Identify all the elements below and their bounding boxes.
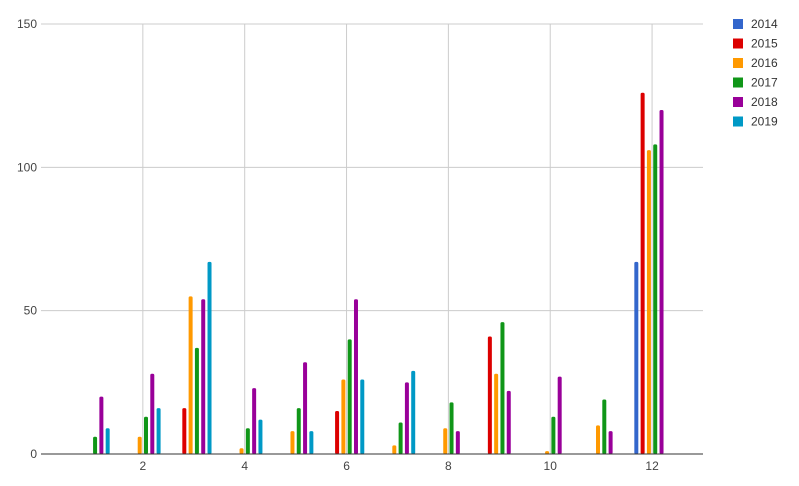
bars (93, 92, 664, 455)
bar-2016-7 (392, 445, 397, 454)
bar-2018-9 (506, 390, 511, 454)
x-tick-label: 4 (241, 459, 248, 473)
bar-2017-7 (398, 422, 403, 454)
legend-label-2017: 2017 (751, 76, 778, 90)
bar-2015-12 (640, 92, 645, 455)
bar-2017-8 (449, 402, 454, 454)
x-tick-label: 12 (645, 459, 659, 473)
bar-2017-6 (347, 339, 352, 454)
bar-2017-4 (245, 428, 250, 454)
bar-2018-4 (252, 388, 257, 454)
bar-2017-2 (143, 416, 148, 454)
bar-2016-12 (646, 150, 651, 454)
bar-2016-2 (137, 436, 142, 454)
bar-2017-1 (93, 436, 98, 454)
x-axis-tick-labels: 2 4 6 8 10 12 (140, 459, 660, 473)
bar-2019-7 (411, 370, 416, 454)
legend-label-2018: 2018 (751, 95, 778, 109)
bar-2017-9 (500, 322, 505, 454)
legend-label-2015: 2015 (751, 37, 778, 51)
bar-2019-1 (105, 428, 110, 454)
bar-2018-2 (150, 373, 155, 454)
bar-2018-12 (659, 110, 664, 454)
gridlines (41, 23, 703, 454)
bar-2015-9 (487, 336, 492, 454)
bar-2016-3 (188, 296, 193, 454)
bar-2016-11 (596, 425, 601, 454)
bar-2015-6 (335, 411, 340, 454)
legend-swatch-2015 (733, 38, 743, 49)
bar-2018-8 (455, 431, 460, 454)
bar-2019-2 (156, 408, 161, 454)
legend-swatch-2018 (733, 97, 743, 107)
y-tick-label: 100 (17, 160, 37, 174)
bar-2018-11 (608, 431, 613, 454)
bar-2017-3 (194, 347, 199, 454)
bar-2016-10 (545, 451, 550, 454)
legend-swatch-2016 (733, 58, 743, 68)
x-tick-label: 2 (140, 459, 147, 473)
legend-label-2014: 2014 (751, 17, 778, 31)
x-tick-label: 6 (343, 459, 350, 473)
legend-swatch-2017 (733, 77, 743, 88)
bar-2017-5 (296, 408, 301, 454)
bar-2018-1 (99, 396, 104, 454)
bar-2019-3 (207, 261, 212, 454)
bar-2017-10 (551, 416, 556, 454)
bar-2016-5 (290, 431, 295, 454)
legend-label-2016: 2016 (751, 56, 778, 70)
bar-2019-6 (360, 379, 365, 454)
bar-2016-6 (341, 379, 346, 454)
bar-2016-9 (494, 373, 499, 454)
x-tick-label: 10 (544, 459, 558, 473)
legend-swatch-2019 (733, 116, 743, 127)
bar-2018-7 (404, 382, 409, 454)
bar-2017-12 (653, 144, 658, 454)
bar-2018-6 (353, 299, 358, 454)
bar-2015-3 (182, 408, 187, 454)
bar-2019-4 (258, 419, 263, 454)
bar-2017-11 (602, 399, 607, 454)
x-tick-label: 8 (445, 459, 452, 473)
bar-2016-4 (239, 448, 244, 454)
bar-2018-3 (201, 299, 206, 454)
legend-label-2019: 2019 (751, 115, 778, 129)
legend: 2014 2015 2016 2017 2018 2019 (733, 17, 778, 129)
legend-swatch-2014 (733, 19, 743, 29)
bar-2016-8 (443, 428, 448, 454)
bar-2018-10 (557, 376, 562, 454)
y-tick-label: 0 (30, 447, 37, 461)
y-axis-tick-labels: 0 50 100 150 (17, 17, 37, 461)
y-tick-label: 150 (17, 17, 37, 31)
bar-2014-12 (634, 261, 639, 454)
bar-2018-5 (303, 362, 308, 454)
y-tick-label: 50 (24, 304, 38, 318)
bar-2019-5 (309, 431, 314, 454)
